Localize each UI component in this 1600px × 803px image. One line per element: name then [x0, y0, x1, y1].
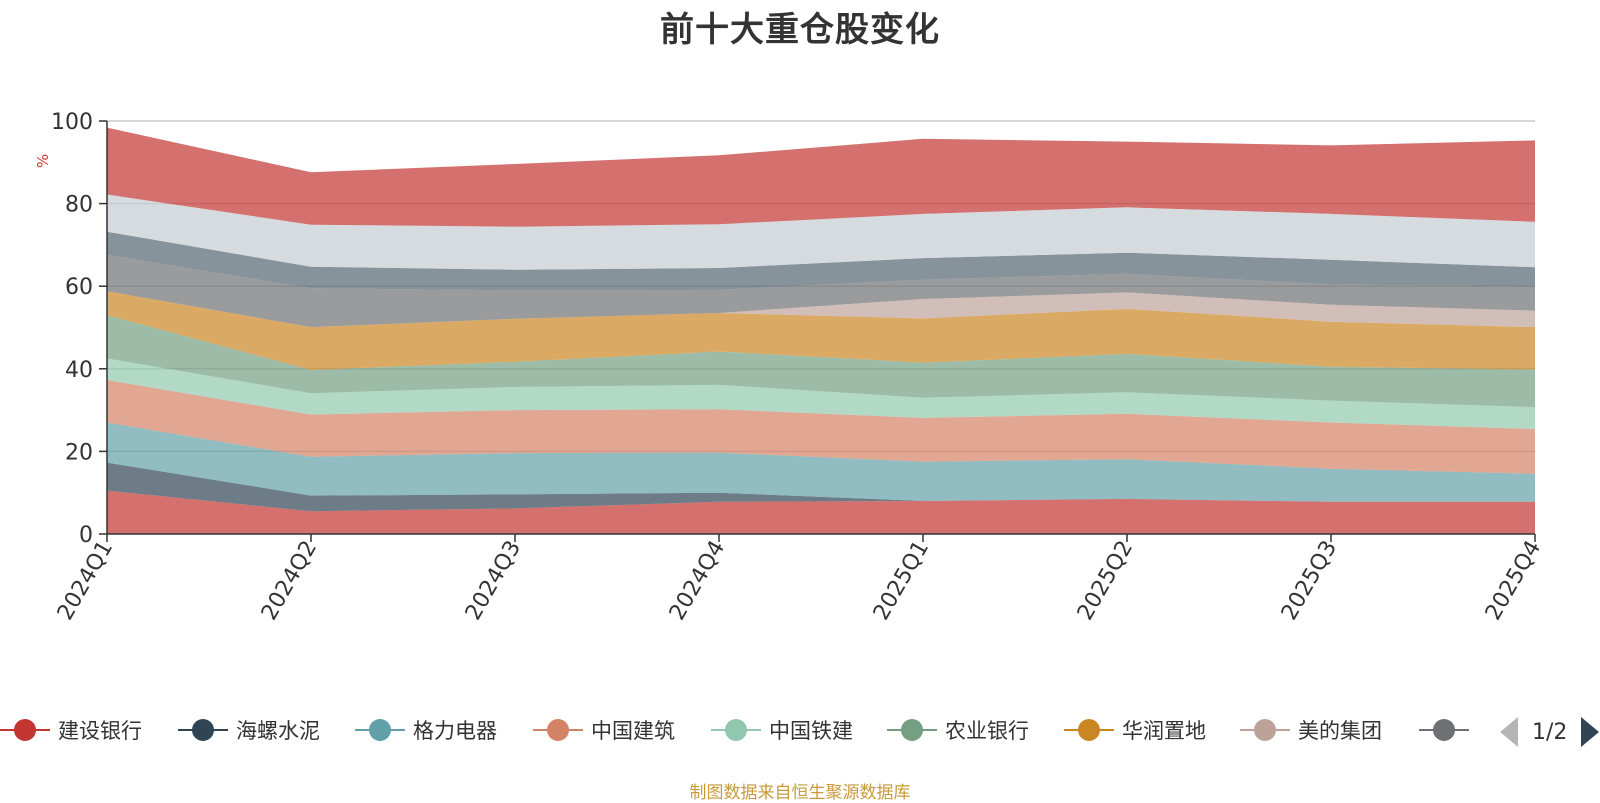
legend-label: 中国铁建 — [769, 719, 853, 743]
legend-prev-page-icon[interactable] — [1500, 717, 1518, 747]
legend-marker-icon — [887, 713, 937, 747]
area-series-8[interactable] — [107, 291, 1535, 328]
chart-title: 前十大重仓股变化 — [660, 10, 940, 50]
x-tick-label: 2024Q3 — [461, 537, 526, 625]
legend-label: 建设银行 — [58, 719, 142, 743]
x-tick-label: 2024Q1 — [53, 537, 118, 625]
x-tick-label: 2025Q2 — [1073, 537, 1138, 625]
legend-marker-icon — [355, 713, 405, 747]
y-tick-label: 0 — [79, 523, 93, 548]
legend-marker-icon — [1240, 713, 1290, 747]
x-tick-label: 2025Q4 — [1481, 537, 1546, 625]
legend-marker-icon — [1064, 713, 1114, 747]
area-series-2[interactable] — [107, 462, 1535, 512]
x-tick-label: 2024Q2 — [257, 537, 322, 625]
area-series-11[interactable] — [107, 194, 1535, 270]
legend-item[interactable]: 格力电器 — [355, 713, 497, 747]
legend-marker-icon — [711, 713, 761, 747]
stacked-area-chart: 0 20 40 60 80 100 2024Q1 2024Q2 2024Q3 2024Q4 2025… — [51, 110, 1546, 625]
legend-label: 海螺水泥 — [236, 719, 320, 743]
legend-item[interactable]: 农业银行 — [887, 713, 1029, 747]
y-tick-label: 60 — [65, 275, 93, 300]
legend-item[interactable]: 建设银行 — [0, 713, 142, 747]
legend-marker-icon — [1419, 713, 1469, 747]
legend-item[interactable]: 海螺水泥 — [178, 713, 320, 747]
legend-item[interactable]: 中国铁建 — [711, 713, 853, 747]
legend-marker-icon — [533, 713, 583, 747]
legend-item[interactable]: 美的集团 — [1240, 713, 1382, 747]
area-series-10[interactable] — [107, 231, 1535, 291]
legend-item[interactable]: 中国建筑 — [533, 713, 675, 747]
area-series-7[interactable] — [107, 291, 1535, 370]
x-tick-label: 2025Q1 — [869, 537, 934, 625]
legend-label: 美的集团 — [1298, 719, 1382, 743]
legend-page-indicator: 1/2 — [1532, 719, 1568, 745]
area-series-12[interactable] — [107, 127, 1535, 227]
legend-marker-icon — [178, 713, 228, 747]
area-series-3[interactable] — [107, 422, 1535, 502]
area-series-4[interactable] — [107, 380, 1535, 474]
legend: 建设银行 海螺水泥 格力电器 中国建筑 中国铁建 农业银行 华润置地 美的集团 中 — [0, 713, 1470, 747]
x-tick-label: 2025Q3 — [1277, 537, 1342, 625]
legend-pager: 1/2 — [1500, 717, 1600, 747]
x-tick-label: 2024Q4 — [665, 537, 730, 625]
area-series-5[interactable] — [107, 358, 1535, 430]
legend-item[interactable]: 华润置地 — [1064, 713, 1206, 747]
y-tick-label: 100 — [51, 110, 93, 135]
legend-label: 农业银行 — [945, 719, 1029, 743]
area-series-9[interactable] — [107, 254, 1535, 328]
legend-item[interactable]: 中 — [1419, 713, 1470, 747]
legend-label: 格力电器 — [413, 719, 497, 743]
area-series-6[interactable] — [107, 315, 1535, 408]
legend-label: 中国建筑 — [591, 719, 675, 743]
y-tick-label: 20 — [65, 440, 93, 465]
area-layer — [107, 127, 1535, 534]
source-note: 制图数据来自恒生聚源数据库 — [689, 783, 911, 803]
y-tick-label: 80 — [65, 193, 93, 218]
y-tick-label: 40 — [65, 358, 93, 383]
legend-label: 华润置地 — [1122, 719, 1206, 743]
area-series-1[interactable] — [107, 490, 1535, 534]
legend-marker-icon — [0, 713, 50, 747]
legend-next-page-icon[interactable] — [1581, 717, 1600, 747]
